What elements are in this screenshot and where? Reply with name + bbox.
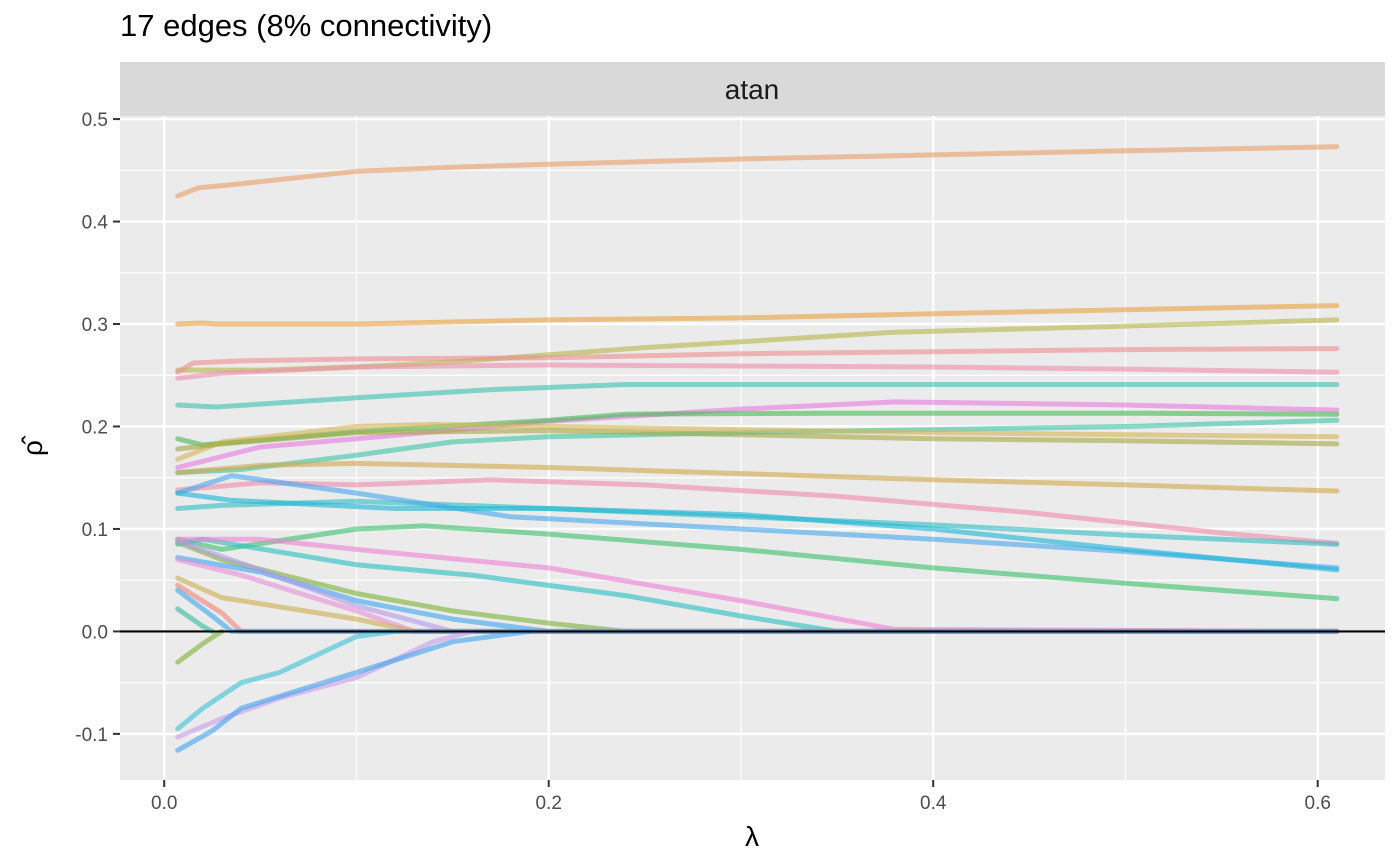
series-line-6 [175, 382, 1340, 410]
series-line-31 [175, 628, 532, 753]
series-line-18 [175, 536, 1340, 634]
x-axis-label: λ [745, 821, 759, 852]
series-line-1 [175, 144, 1340, 199]
x-tick-label: 0.6 [1305, 793, 1331, 814]
x-tick-label: 0.0 [151, 793, 177, 814]
facet-strip [120, 62, 1385, 116]
series-line-27 [175, 606, 215, 634]
x-tick-label: 0.4 [920, 793, 947, 814]
y-tick-label: 0.3 [82, 315, 108, 336]
y-tick-label: 0.4 [82, 213, 109, 234]
chart-title: 17 edges (8% connectivity) [120, 8, 493, 43]
series-line-11 [175, 428, 1340, 452]
facet-label: atan [725, 74, 780, 105]
series-line-28 [175, 628, 225, 665]
plot-panel [120, 116, 1385, 780]
y-axis-label: ρ̂ [17, 435, 48, 456]
x-tick-label: 0.2 [536, 793, 562, 814]
series-line-2 [175, 303, 1340, 327]
y-tick-label: 0.1 [82, 520, 108, 541]
series-line-4 [175, 346, 1340, 375]
y-tick-label: 0.2 [82, 417, 108, 438]
series-line-10 [175, 421, 1340, 462]
axes: -0.1 0.0 0.1 0.2 0.3 0.4 0.5 0.0 0.2 0.4 0.6 [75, 110, 1331, 814]
series-line-30 [175, 628, 475, 740]
series-line-5 [175, 362, 1340, 381]
series-line-15 [175, 473, 1340, 571]
series-line-12 [175, 460, 1340, 494]
series-line-17 [175, 523, 1340, 602]
series-line-29 [175, 628, 398, 732]
y-tick-label: -0.1 [75, 725, 108, 746]
y-tick-label: 0.0 [82, 622, 108, 643]
series-line-16 [175, 490, 1340, 573]
y-tick-label: 0.5 [82, 110, 108, 131]
